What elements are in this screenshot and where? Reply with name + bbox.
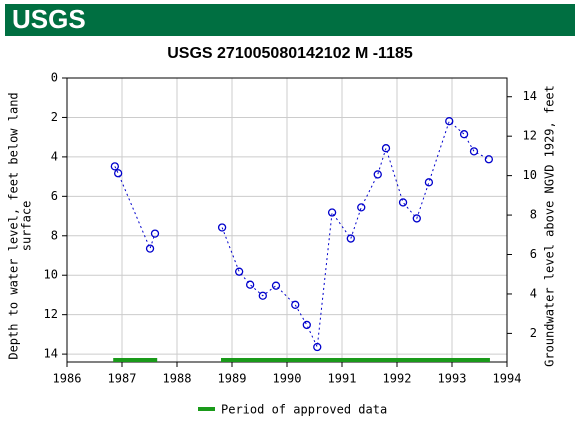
chart-title: USGS 271005080142102 M -1185 [167,45,413,62]
data-point [114,169,123,178]
y2-tick-label: 6 [530,247,537,261]
data-point [373,170,382,179]
x-tick-label: 1990 [273,372,302,386]
y-tick-label: 4 [51,149,58,163]
data-point [327,208,337,217]
data-point [313,342,322,352]
legend-label: Period of approved data [221,403,387,417]
x-tick-label: 1987 [108,372,137,386]
y2-tick-label: 2 [530,326,537,340]
data-line [114,120,490,349]
y-tick-label: 14 [44,347,58,361]
data-point [245,280,255,289]
data-point [469,147,479,156]
x-tick-label: 1986 [53,372,82,386]
y2-tick-label: 8 [530,208,537,222]
data-point [424,178,434,187]
x-tick-label: 1994 [493,372,522,386]
data-point [346,234,355,243]
y-tick-label: 2 [51,110,58,124]
y-tick-label: 10 [44,268,58,282]
data-point [302,320,311,330]
header-bar [5,4,575,36]
data-point [291,300,300,309]
data-point [234,267,244,276]
y-tick-label: 0 [51,71,58,85]
data-point [484,155,494,164]
data-point [459,130,469,139]
y2-tick-label: 14 [523,89,537,103]
y-axis-label: surface [20,201,34,252]
data-point [398,198,408,207]
y-axis-label: Depth to water level, feet below land [7,92,21,359]
data-point [271,281,281,290]
x-tick-label: 1993 [438,372,467,386]
x-tick-label: 1991 [328,372,357,386]
data-point [445,117,454,126]
data-point [357,203,366,212]
data-point [381,144,391,153]
x-tick-label: 1988 [163,372,192,386]
y-tick-label: 6 [51,189,58,203]
x-tick-label: 1992 [383,372,412,386]
data-point [258,291,267,300]
data-point [217,223,227,232]
y-tick-label: 12 [44,307,58,321]
y2-tick-label: 4 [530,286,537,300]
x-tick-label: 1989 [218,372,247,386]
y2-axis-label: Groundwater level above NGVD 1929, feet [543,85,557,367]
data-point [110,162,119,171]
data-point [145,244,155,253]
y-tick-label: 8 [51,228,58,242]
data-point [150,229,160,238]
y2-tick-label: 10 [523,168,537,182]
logo: USGS [12,4,86,34]
y2-tick-label: 12 [523,129,537,143]
data-point [412,214,421,223]
